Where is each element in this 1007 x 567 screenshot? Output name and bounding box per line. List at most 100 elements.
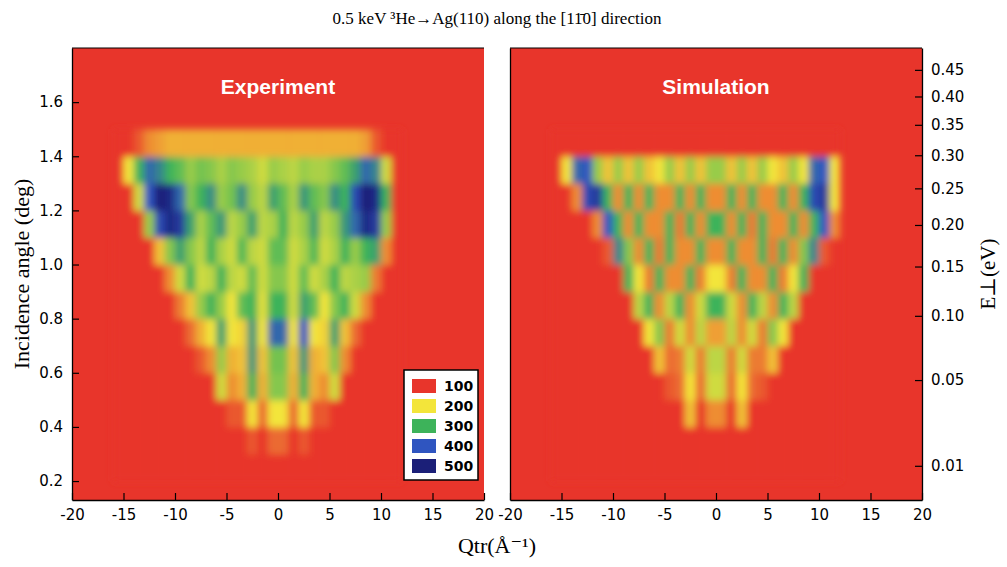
tick-mark (915, 380, 922, 381)
heatmap-cell (268, 156, 279, 184)
heatmap-cell (299, 373, 310, 401)
panel-title: Simulation (662, 75, 769, 98)
heatmap-cell (175, 346, 186, 374)
heatmap-cell (798, 319, 809, 347)
heatmap-cell (768, 210, 779, 238)
heatmap-cell (572, 210, 583, 238)
heatmap-cell (175, 129, 186, 157)
heatmap-cell (623, 156, 634, 184)
heatmap-cell (809, 346, 820, 374)
heatmap-cell (175, 237, 186, 265)
heatmap-cell (706, 454, 717, 482)
heatmap-cell (706, 156, 717, 184)
heatmap-cell (216, 156, 227, 184)
heatmap-cell (737, 319, 748, 347)
heatmap-cell (562, 129, 573, 157)
heatmap-cell (592, 400, 603, 428)
tick-mark (123, 493, 124, 500)
heatmap-cell (247, 292, 258, 320)
heatmap-cell (675, 373, 686, 401)
tick-label: 15 (423, 506, 442, 524)
tick-mark (226, 493, 227, 500)
heatmap-cell (654, 156, 665, 184)
heatmap-cell (360, 156, 371, 184)
heatmap-cell (685, 156, 696, 184)
heatmap-cell (695, 129, 706, 157)
heatmap-cell (768, 346, 779, 374)
heatmap-cell (695, 319, 706, 347)
heatmap-cell (562, 346, 573, 374)
tick-mark (915, 466, 922, 467)
heatmap-cell (185, 346, 196, 374)
heatmap-cell (551, 210, 562, 238)
heatmap-cell (603, 427, 614, 455)
heatmap-cell (299, 400, 310, 428)
heatmap-cell (613, 265, 624, 293)
heatmap-cell (592, 156, 603, 184)
heatmap-cell (716, 129, 727, 157)
heatmap-cell (196, 400, 207, 428)
x-axis: -20-15-10-505101520 (60, 493, 494, 524)
heatmap-cell (562, 373, 573, 401)
heatmap-cell (154, 427, 165, 455)
heatmap-cell (288, 454, 299, 482)
tick-label: 1.6 (39, 93, 63, 111)
heatmap-cell (695, 292, 706, 320)
heatmap-cell (665, 265, 676, 293)
heatmap-cell (381, 292, 392, 320)
heatmap-cell (644, 400, 655, 428)
heatmap-cell (737, 183, 748, 211)
heatmap-cell (798, 373, 809, 401)
heatmap-cell (603, 210, 614, 238)
heatmap-cell (747, 265, 758, 293)
heatmap-cell (134, 373, 145, 401)
heatmap-cell (809, 373, 820, 401)
heatmap-cell (134, 427, 145, 455)
tick-mark (72, 373, 79, 374)
heatmap-cell (391, 427, 402, 455)
heatmap-cell (371, 129, 382, 157)
heatmap-cell (216, 237, 227, 265)
heatmap-cell (623, 427, 634, 455)
heatmap-cell (340, 292, 351, 320)
heatmap-cell (809, 400, 820, 428)
heatmap-cell (737, 292, 748, 320)
heatmap-cell (551, 129, 562, 157)
heatmap-cell (134, 400, 145, 428)
heatmap-cell (768, 292, 779, 320)
heatmap-cell (654, 454, 665, 482)
heatmap-cell (360, 129, 371, 157)
tick-label: 0.8 (39, 310, 63, 328)
heatmap-cell (829, 427, 840, 455)
heatmap-cell (381, 210, 392, 238)
legend-swatch (412, 419, 436, 433)
tick-label: 0.15 (931, 258, 964, 276)
heatmap-cell (685, 292, 696, 320)
tick: 0.35 (915, 116, 964, 134)
tick: 0.2 (39, 472, 79, 490)
tick-label: 0.45 (931, 61, 964, 79)
heatmap-cell (623, 454, 634, 482)
heatmap-cell (572, 129, 583, 157)
y2-axis: 0.010.050.100.150.200.250.300.350.400.45 (915, 49, 964, 501)
heatmap-cell (562, 454, 573, 482)
heatmap-cell (350, 400, 361, 428)
heatmap-cell (582, 400, 593, 428)
heatmap-cell (829, 346, 840, 374)
heatmap-cell (562, 319, 573, 347)
heatmap-cell (768, 400, 779, 428)
heatmap-cell (391, 400, 402, 428)
heatmap-cell (299, 237, 310, 265)
heatmap-cell (562, 292, 573, 320)
heatmap-cell (144, 373, 155, 401)
heatmap-cell (768, 183, 779, 211)
heatmap-cell (747, 454, 758, 482)
heatmap-cell (391, 319, 402, 347)
heatmap-cell (257, 129, 268, 157)
heatmap-cell (665, 183, 676, 211)
heatmap-cell (165, 237, 176, 265)
heatmap-cell (340, 373, 351, 401)
heatmap-cell (798, 292, 809, 320)
heatmap-cell (634, 183, 645, 211)
heatmap-cell (185, 237, 196, 265)
